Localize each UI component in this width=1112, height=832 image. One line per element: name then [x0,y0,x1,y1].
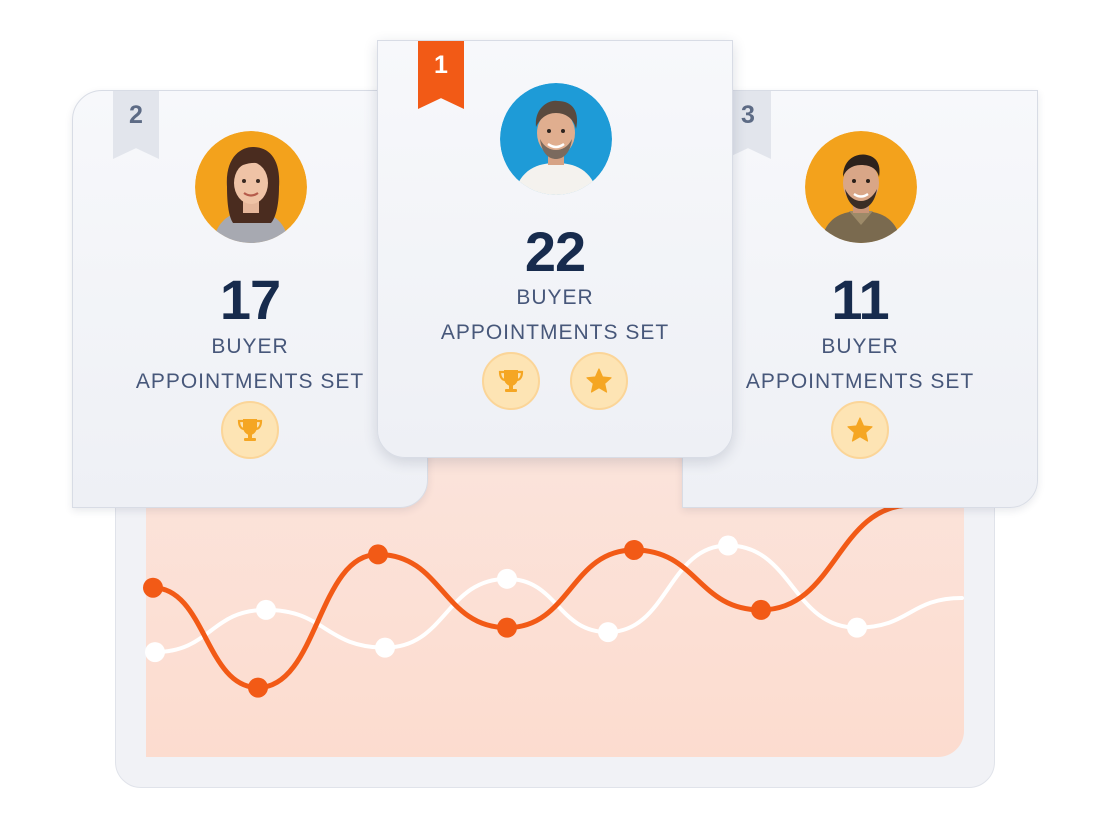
avatar [195,131,307,243]
leaderboard-card-rank-1: 1 22 BUYER APPOINTMENTS SET [377,40,733,458]
white-series-line [153,543,964,655]
appointment-count: 17 [219,268,281,331]
trophy-icon [498,370,524,392]
orange-series-point-0 [143,577,163,598]
rank-number: 3 [741,101,755,129]
rank-number: 2 [129,101,143,129]
white-series-point-2 [375,637,395,658]
man-avatar-icon [805,131,917,243]
orange-series-point-2 [368,544,388,565]
avatar [500,83,612,195]
trophy-badge [482,352,540,410]
white-series-point-6 [847,617,867,638]
star-icon [586,368,612,393]
white-series-point-3 [497,568,517,589]
rank-ribbon: 1 [418,41,464,109]
man-avatar-icon [500,83,612,195]
white-series-point-5 [718,535,738,556]
white-series-point-4 [598,622,618,643]
metric-label-line1: BUYER [211,335,289,358]
trophy-icon [237,419,263,441]
orange-series-point-1 [248,677,268,698]
orange-series-line [150,502,915,691]
avatar [805,131,917,243]
rank-number: 1 [434,51,448,79]
trophy-badge [221,401,279,459]
woman-avatar-icon [195,131,307,243]
orange-series-point-3 [497,617,517,638]
metric-label-line2: APPOINTMENTS SET [135,370,365,393]
appointment-count: 11 [831,268,889,331]
star-badge [831,401,889,459]
white-series-point-1 [256,599,276,620]
orange-series-point-5 [751,599,771,620]
metric-label-line1: BUYER [821,335,899,358]
star-badge [570,352,628,410]
appointment-count: 22 [524,220,586,283]
orange-series-point-4 [624,539,644,560]
metric-label-line2: APPOINTMENTS SET [745,370,975,393]
metric-label-line1: BUYER [516,286,594,309]
rank-ribbon: 2 [113,91,159,159]
white-series-point-0 [145,642,165,663]
metric-label-line2: APPOINTMENTS SET [440,321,670,344]
star-icon [847,417,873,442]
leaderboard-card-rank-2: 2 17 BUYER APPOINTMENTS SET [72,90,428,508]
leaderboard-card-rank-3: 3 11 BUYER APPOINTMENTS SET [682,90,1038,508]
